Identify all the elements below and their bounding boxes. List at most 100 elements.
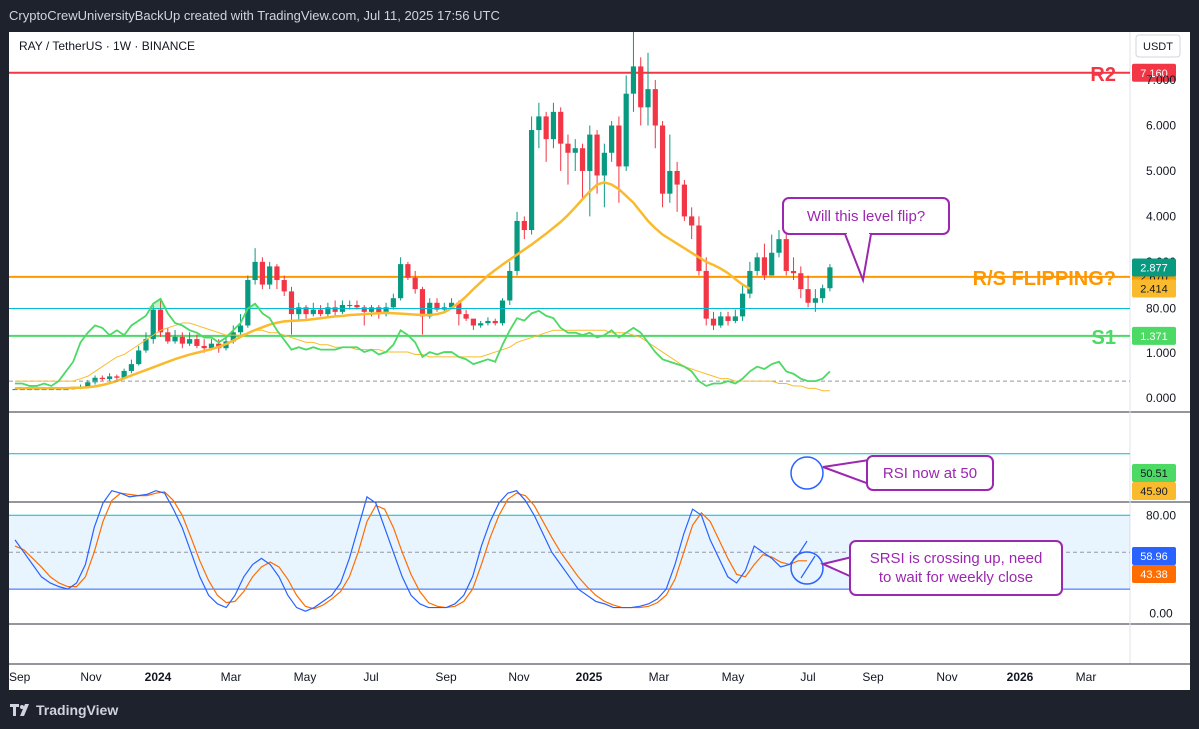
candle-body[interactable] [623,93,629,167]
candle-body[interactable] [368,307,375,312]
candle-body[interactable] [630,66,637,94]
chart-frame[interactable]: R2 R/S FLIPPING? S1 7.160 2.670 1.371 7.000 6.… [9,32,1190,690]
candle-body[interactable] [63,389,69,391]
candle-body[interactable] [281,280,287,292]
candle-body[interactable] [237,325,244,333]
candle-body[interactable] [805,289,811,303]
candle-body[interactable] [121,370,127,378]
candle-body[interactable] [507,270,513,301]
candle-body[interactable] [317,309,324,315]
candle-body[interactable] [587,134,593,171]
candle-body[interactable] [157,309,164,333]
candle-body[interactable] [761,257,768,276]
candle-body[interactable] [543,116,549,140]
candle-body[interactable] [136,350,142,365]
candle-body[interactable] [332,307,338,312]
candle-body[interactable] [499,300,506,324]
candle-body[interactable] [790,270,797,274]
candle-body[interactable] [579,148,586,171]
candle-body[interactable] [812,298,818,303]
candle-body[interactable] [528,130,535,231]
candle-body[interactable] [267,266,273,285]
candle-body[interactable] [659,125,666,194]
candle-body[interactable] [19,389,25,391]
candle-body[interactable] [565,143,571,153]
candle-body[interactable] [288,291,295,315]
candle-body[interactable] [56,389,62,391]
candle-body[interactable] [405,264,411,278]
candle-body[interactable] [725,316,731,321]
candle-body[interactable] [99,377,105,380]
candle-body[interactable] [601,152,607,176]
candle-body[interactable] [696,225,702,271]
candle-body[interactable] [347,305,353,307]
candle-body[interactable] [776,239,782,253]
candle-body[interactable] [820,288,826,299]
tradingview-logo[interactable]: TradingView [10,702,118,718]
candle-body[interactable] [703,270,709,319]
candle-body[interactable] [609,125,615,153]
candle-body[interactable] [463,314,469,319]
currency-box[interactable] [1135,34,1181,58]
candle-body[interactable] [412,277,418,290]
candle-body[interactable] [783,239,789,271]
candle-body[interactable] [390,298,396,308]
candle-body[interactable] [419,289,426,317]
candle-body[interactable] [194,339,200,346]
candle-body[interactable] [645,89,651,108]
candle-body[interactable] [274,266,280,281]
candle-body[interactable] [536,116,542,131]
candle-body[interactable] [106,376,113,380]
candle-body[interactable] [354,305,360,308]
candle-body[interactable] [114,376,120,378]
candle-body[interactable] [398,264,404,299]
candle-body[interactable] [252,261,258,281]
candle-body[interactable] [92,377,98,383]
candle-body[interactable] [732,316,738,321]
candle-body[interactable] [521,220,527,231]
candle-body[interactable] [230,332,236,342]
candle-body[interactable] [172,336,178,342]
candle-body[interactable] [798,273,804,290]
candle-body[interactable] [12,389,18,391]
candle-body[interactable] [34,389,40,391]
candle-body[interactable] [572,148,578,153]
candle-body[interactable] [208,343,215,349]
candle-body[interactable] [514,220,520,271]
candle-body[interactable] [303,307,309,315]
candle-body[interactable] [652,89,658,126]
candle-body[interactable] [245,280,251,326]
candle-body[interactable] [165,332,171,342]
candle-body[interactable] [674,170,680,185]
candle-body[interactable] [383,307,389,315]
candle-body[interactable] [740,293,746,317]
candle-body[interactable] [179,336,185,344]
candle-body[interactable] [361,307,367,312]
candle-body[interactable] [259,261,265,285]
candle-body[interactable] [827,267,833,289]
candle-body[interactable] [201,345,207,349]
candle-body[interactable] [485,320,491,324]
candle-body[interactable] [492,320,498,324]
candle-body[interactable] [689,216,695,226]
candle-body[interactable] [48,389,54,391]
candle-body[interactable] [376,307,382,315]
candle-body[interactable] [667,170,673,194]
candle-body[interactable] [638,66,644,108]
candle-body[interactable] [550,111,557,140]
candle-body[interactable] [143,339,149,351]
candle-body[interactable] [434,302,440,310]
candle-body[interactable] [187,339,193,344]
candle-body[interactable] [478,323,484,326]
candle-body[interactable] [558,111,564,144]
candle-body[interactable] [41,389,47,391]
candle-body[interactable] [754,257,760,271]
candle-body[interactable] [85,382,91,387]
candle-body[interactable] [681,184,687,217]
candle-body[interactable] [718,316,724,326]
candle-body[interactable] [296,307,302,315]
candle-body[interactable] [427,302,433,317]
candle-body[interactable] [594,134,600,176]
candle-body[interactable] [128,364,135,371]
candle-body[interactable] [616,125,622,167]
